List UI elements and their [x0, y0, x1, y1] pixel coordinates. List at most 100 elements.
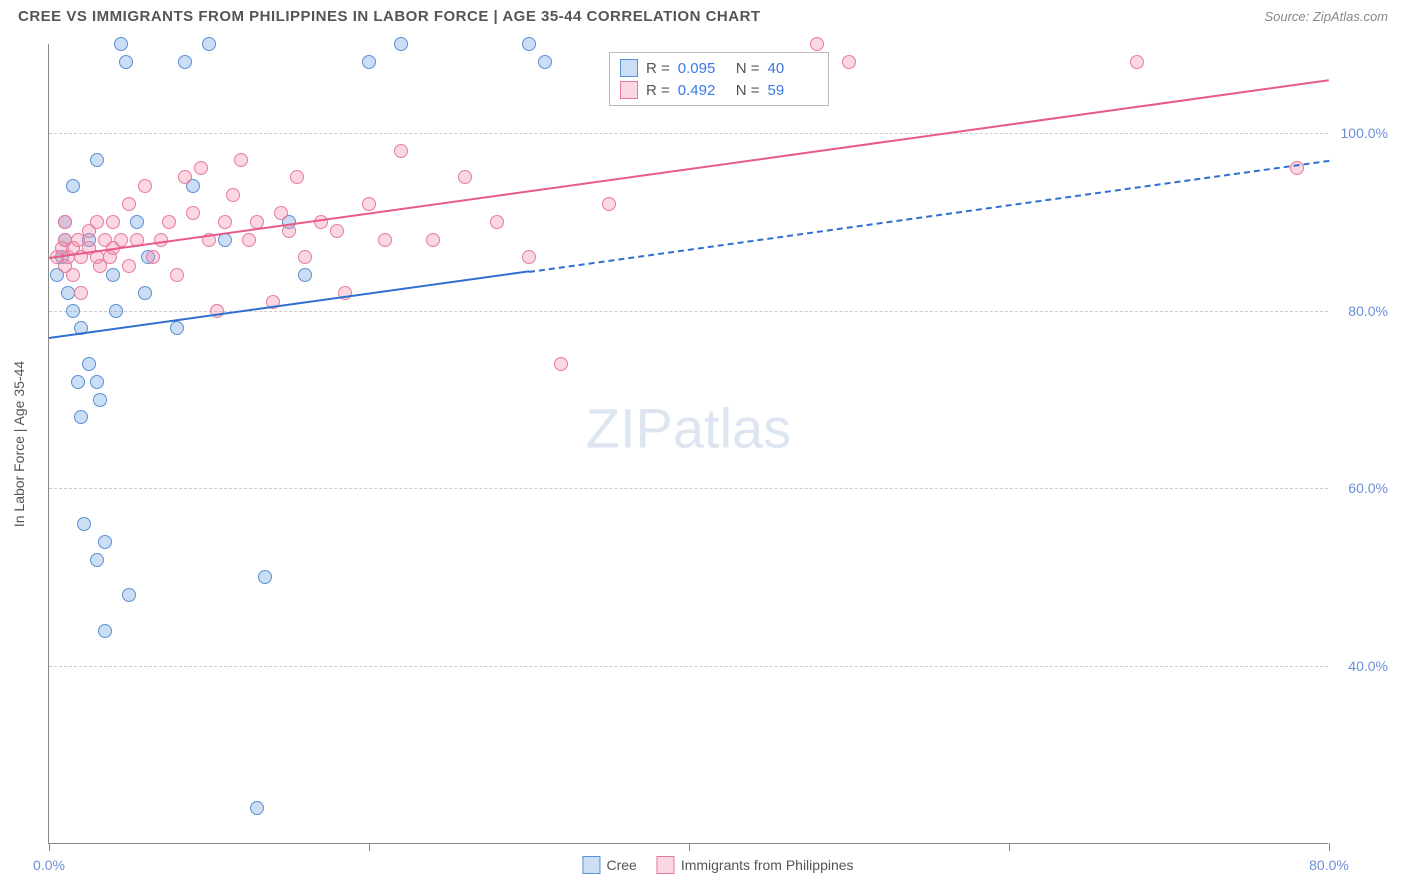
data-point — [298, 250, 312, 264]
data-point — [98, 624, 112, 638]
header: CREE VS IMMIGRANTS FROM PHILIPPINES IN L… — [0, 0, 1406, 29]
data-point — [90, 553, 104, 567]
data-point — [90, 215, 104, 229]
gridline — [49, 666, 1328, 667]
data-point — [106, 268, 120, 282]
xtick — [1009, 843, 1010, 851]
watermark: ZIPatlas — [586, 395, 791, 460]
gridline — [49, 133, 1328, 134]
xtick — [49, 843, 50, 851]
plot-area: ZIPatlas In Labor Force | Age 35-44 R = … — [48, 44, 1328, 844]
data-point — [71, 375, 85, 389]
data-point — [602, 197, 616, 211]
data-point — [170, 268, 184, 282]
data-point — [842, 55, 856, 69]
data-point — [82, 357, 96, 371]
legend-item-phil: Immigrants from Philippines — [657, 856, 854, 874]
data-point — [119, 55, 133, 69]
plot-wrap: ZIPatlas In Labor Force | Age 35-44 R = … — [48, 44, 1388, 844]
data-point — [162, 215, 176, 229]
data-point — [298, 268, 312, 282]
data-point — [146, 250, 160, 264]
source-label: Source: ZipAtlas.com — [1264, 9, 1388, 24]
data-point — [522, 250, 536, 264]
data-point — [242, 233, 256, 247]
xtick — [689, 843, 690, 851]
data-point — [290, 170, 304, 184]
data-point — [74, 410, 88, 424]
data-point — [122, 259, 136, 273]
regression-line — [49, 80, 1329, 260]
xtick — [369, 843, 370, 851]
ytick-label: 80.0% — [1348, 303, 1388, 319]
legend-item-cree: Cree — [582, 856, 636, 874]
data-point — [274, 206, 288, 220]
data-point — [58, 215, 72, 229]
legend-stat-row: R = 0.492N = 59 — [620, 79, 818, 101]
xtick-label: 80.0% — [1309, 857, 1349, 873]
data-point — [130, 215, 144, 229]
data-point — [93, 393, 107, 407]
y-axis-label: In Labor Force | Age 35-44 — [11, 360, 27, 526]
data-point — [74, 286, 88, 300]
data-point — [378, 233, 392, 247]
data-point — [109, 304, 123, 318]
xtick-label: 0.0% — [33, 857, 65, 873]
data-point — [202, 37, 216, 51]
gridline — [49, 488, 1328, 489]
data-point — [218, 215, 232, 229]
data-point — [226, 188, 240, 202]
data-point — [490, 215, 504, 229]
regression-line — [529, 160, 1329, 273]
legend-series: Cree Immigrants from Philippines — [582, 856, 853, 874]
data-point — [234, 153, 248, 167]
legend-label: Immigrants from Philippines — [681, 857, 854, 873]
legend-swatch — [657, 856, 675, 874]
data-point — [426, 233, 440, 247]
data-point — [1130, 55, 1144, 69]
data-point — [178, 55, 192, 69]
data-point — [362, 197, 376, 211]
data-point — [178, 170, 192, 184]
data-point — [186, 206, 200, 220]
data-point — [90, 153, 104, 167]
data-point — [98, 535, 112, 549]
data-point — [522, 37, 536, 51]
data-point — [258, 570, 272, 584]
data-point — [394, 37, 408, 51]
data-point — [810, 37, 824, 51]
xtick — [1329, 843, 1330, 851]
legend-label: Cree — [606, 857, 636, 873]
data-point — [170, 321, 184, 335]
data-point — [66, 268, 80, 282]
ytick-label: 100.0% — [1341, 125, 1388, 141]
data-point — [554, 357, 568, 371]
data-point — [77, 517, 91, 531]
data-point — [538, 55, 552, 69]
chart-title: CREE VS IMMIGRANTS FROM PHILIPPINES IN L… — [18, 8, 761, 25]
legend-swatch — [620, 81, 638, 99]
data-point — [122, 197, 136, 211]
data-point — [114, 233, 128, 247]
data-point — [194, 161, 208, 175]
data-point — [250, 801, 264, 815]
legend-stat-row: R = 0.095N = 40 — [620, 57, 818, 79]
data-point — [66, 304, 80, 318]
data-point — [138, 179, 152, 193]
legend-swatch — [620, 59, 638, 77]
data-point — [458, 170, 472, 184]
legend-swatch — [582, 856, 600, 874]
data-point — [122, 588, 136, 602]
data-point — [330, 224, 344, 238]
data-point — [114, 37, 128, 51]
data-point — [394, 144, 408, 158]
data-point — [138, 286, 152, 300]
legend-stats: R = 0.095N = 40R = 0.492N = 59 — [609, 52, 829, 106]
data-point — [66, 179, 80, 193]
data-point — [90, 375, 104, 389]
ytick-label: 60.0% — [1348, 480, 1388, 496]
data-point — [154, 233, 168, 247]
ytick-label: 40.0% — [1348, 658, 1388, 674]
data-point — [362, 55, 376, 69]
data-point — [106, 215, 120, 229]
